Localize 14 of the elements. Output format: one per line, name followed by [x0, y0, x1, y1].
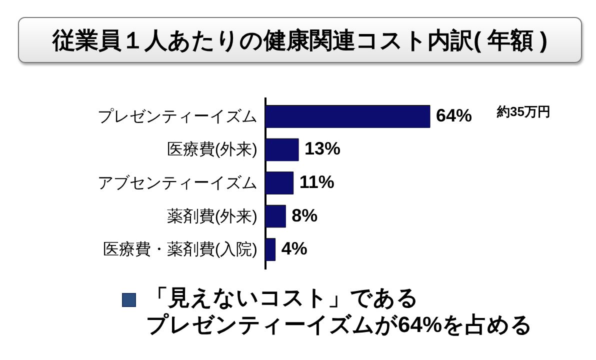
y-tick-label: 医療費(外来)	[166, 140, 258, 159]
data-label: 8%	[292, 205, 318, 226]
y-tick-label: アブセンティーイズム	[98, 174, 258, 192]
text: プレゼンティーイズムが64%を占める	[146, 311, 534, 338]
chart-title: 従業員１人あたりの健康関連コスト内訳( 年額 )	[18, 17, 582, 63]
y-tick-label: プレゼンティーイズム	[98, 107, 258, 126]
data-label: 64%	[436, 105, 472, 126]
data-label: 4%	[281, 238, 308, 259]
y-tick-label: 医療費・薬剤費(入院)	[102, 240, 258, 259]
data-label: 13%	[304, 138, 341, 159]
data-label: 11%	[299, 172, 334, 192]
text: 約35万円	[497, 103, 550, 121]
text: 「見えないコスト」である	[146, 284, 420, 311]
y-tick-label: 薬剤費(外来)	[166, 207, 258, 226]
